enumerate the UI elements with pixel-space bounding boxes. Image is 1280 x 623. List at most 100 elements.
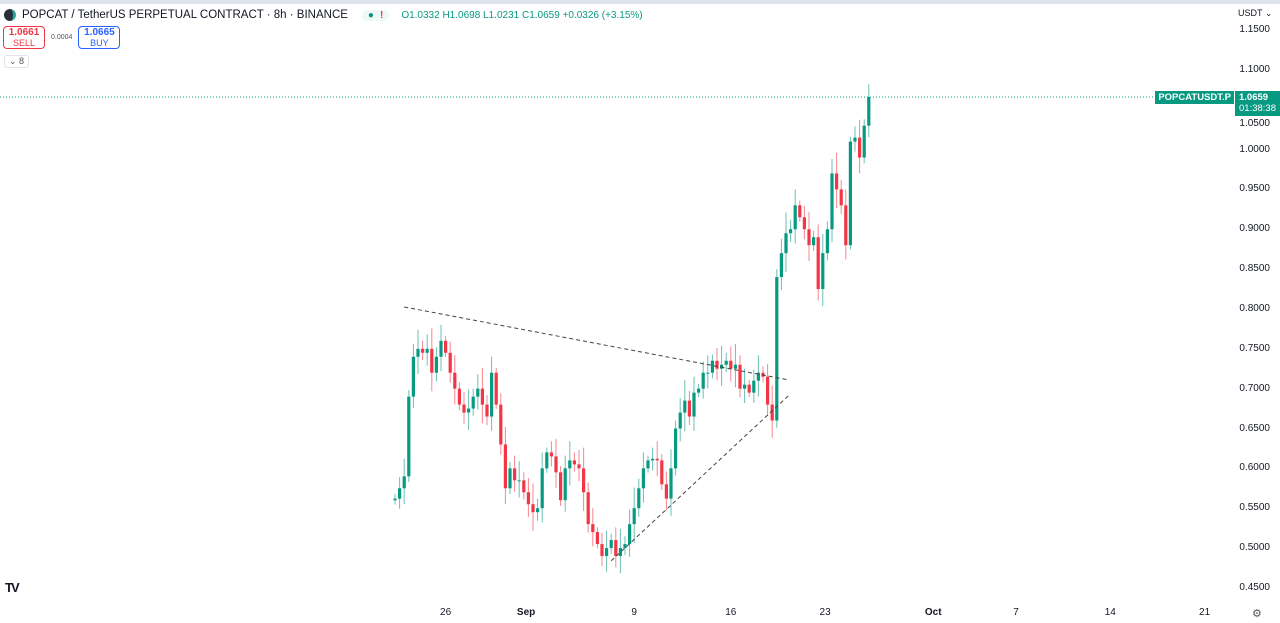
symbol-logo-icon: [4, 9, 16, 21]
candle-up: [476, 388, 480, 397]
candle-up: [710, 360, 714, 373]
market-status[interactable]: ●!: [361, 9, 390, 21]
candle-up: [536, 508, 540, 513]
candle-down: [444, 340, 448, 353]
candle-up: [789, 229, 793, 234]
time-tick: 7: [1013, 607, 1019, 618]
candle-up: [678, 412, 682, 429]
candle-up: [793, 205, 797, 230]
price-tick: 1.1500: [1239, 24, 1270, 35]
candle-up: [471, 396, 475, 409]
candle-up: [853, 137, 857, 142]
candle-down: [807, 229, 811, 246]
candle-down: [738, 364, 742, 389]
candle-up: [517, 480, 521, 482]
candle-up: [848, 141, 852, 246]
price-tick: 0.6000: [1239, 462, 1270, 474]
price-tick: 0.9000: [1239, 223, 1270, 235]
candle-down: [858, 137, 862, 158]
candle-up: [508, 468, 512, 489]
candle-up: [784, 233, 788, 254]
candle-down: [835, 173, 839, 190]
candle-down: [577, 464, 581, 469]
candle-down: [526, 492, 530, 505]
candle-up: [402, 476, 406, 489]
ticker-tag: POPCATUSDT.P: [1155, 91, 1234, 104]
candle-down: [559, 472, 563, 501]
candle-up: [733, 364, 737, 369]
candle-up: [821, 253, 825, 290]
candle-down: [586, 492, 590, 525]
trendline[interactable]: [610, 395, 789, 562]
buy-button[interactable]: 1.0665 BUY: [78, 26, 121, 49]
time-tick: 21: [1199, 607, 1211, 618]
price-tick: 0.4500: [1239, 581, 1270, 593]
symbol-title[interactable]: POPCAT / TetherUS PERPETUAL CONTRACT · 8…: [22, 9, 348, 21]
candle-up: [683, 400, 687, 413]
candle-up: [812, 237, 816, 246]
candle-down: [549, 452, 553, 457]
candle-up: [540, 468, 544, 509]
candle-down: [747, 384, 751, 393]
candle-up: [411, 356, 415, 397]
candle-down: [485, 404, 489, 417]
time-tick: 26: [440, 607, 452, 618]
candle-up: [756, 372, 760, 381]
candle-up: [674, 428, 678, 469]
price-tick: 0.9500: [1239, 183, 1270, 195]
candle-down: [494, 372, 498, 405]
candle-down: [664, 484, 668, 499]
bar-countdown: 01:38:38: [1239, 103, 1276, 114]
buy-label: BUY: [90, 38, 109, 48]
candle-up: [609, 540, 613, 549]
candlestick-chart[interactable]: [0, 0, 1232, 600]
candle-down: [729, 360, 733, 369]
candle-down: [582, 468, 586, 493]
candle-up: [669, 468, 673, 499]
candle-up: [393, 498, 397, 501]
candle-down: [802, 217, 806, 230]
last-price: 1.0659: [1239, 92, 1269, 103]
price-tick: 1.1000: [1239, 63, 1270, 75]
candle-up: [632, 508, 636, 525]
top-border: [0, 0, 1280, 4]
currency-select[interactable]: USDT ⌄: [1230, 8, 1280, 19]
indicators-toggle[interactable]: ⌄ 8: [4, 55, 30, 68]
candle-up: [407, 396, 411, 477]
candle-down: [572, 460, 576, 465]
trendline[interactable]: [404, 306, 789, 381]
warning-icon: !: [379, 9, 384, 21]
candle-down: [513, 468, 517, 481]
trade-panel: 1.0661 SELL 0.0004 1.0665 BUY: [3, 26, 121, 49]
settings-icon[interactable]: ⚙: [1252, 608, 1262, 620]
candle-up: [825, 229, 829, 254]
price-tick: 0.7500: [1239, 342, 1270, 354]
sell-button[interactable]: 1.0661 SELL: [3, 26, 45, 49]
candle-down: [421, 348, 425, 353]
price-tick: 0.8000: [1239, 302, 1270, 314]
candle-up: [434, 356, 438, 373]
candle-up: [545, 452, 549, 469]
candle-up: [490, 372, 494, 417]
candle-up: [563, 468, 567, 501]
candle-up: [830, 173, 834, 230]
candle-down: [522, 480, 526, 493]
candle-up: [416, 348, 420, 357]
time-tick: 16: [725, 607, 737, 618]
price-tick: 1.0500: [1239, 118, 1270, 129]
chart-legend: POPCAT / TetherUS PERPETUAL CONTRACT · 8…: [4, 9, 643, 21]
candle-up: [605, 548, 609, 557]
price-tick: 0.7000: [1239, 382, 1270, 394]
candle-up: [628, 524, 632, 545]
candle-up: [697, 388, 701, 393]
price-tick: 1.0000: [1239, 143, 1270, 155]
candle-up: [692, 392, 696, 417]
candle-down: [770, 404, 774, 421]
candle-down: [844, 205, 848, 246]
candle-down: [655, 458, 659, 461]
candle-down: [499, 404, 503, 445]
candle-up: [646, 460, 650, 469]
tradingview-logo[interactable]: TV: [5, 580, 20, 595]
candle-up: [862, 125, 866, 158]
buy-price: 1.0665: [84, 27, 115, 38]
